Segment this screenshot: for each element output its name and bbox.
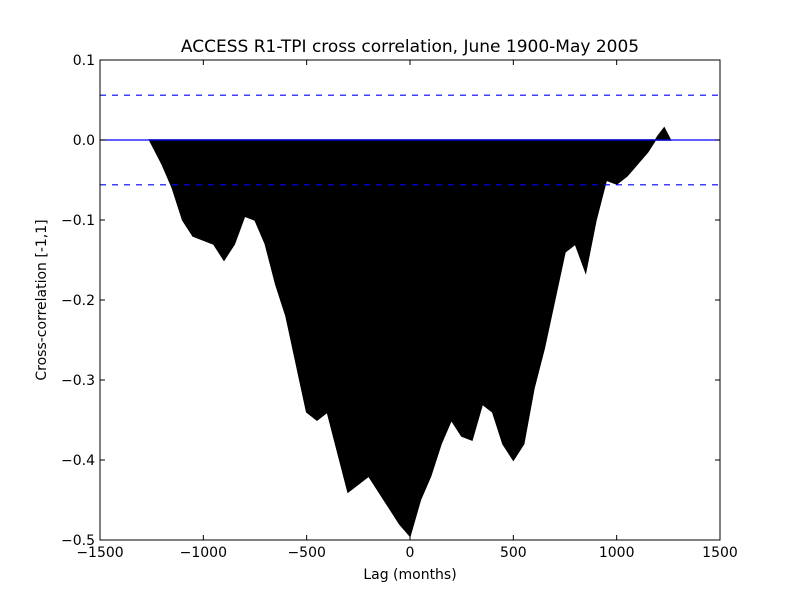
correlation-area [148,126,672,538]
x-tick-label: −1000 [180,545,227,561]
x-tick-label: −500 [287,545,325,561]
x-tick-label: 1500 [702,545,738,561]
x-tick-label: 0 [406,545,415,561]
y-tick-label: −0.5 [61,533,95,549]
y-tick-label: −0.3 [61,373,95,389]
y-axis-label: Cross-correlation [-1,1] [34,219,50,380]
y-tick-label: 0.0 [73,133,95,149]
x-tick-label: −1500 [76,545,123,561]
y-tick-label: 0.1 [73,53,95,69]
x-tick-label: 500 [500,545,527,561]
y-tick-label: −0.2 [61,293,95,309]
x-tick-label: 1000 [599,545,635,561]
chart-title: ACCESS R1-TPI cross correlation, June 19… [181,37,639,57]
x-axis-label: Lag (months) [363,567,456,583]
y-tick-label: −0.4 [61,453,95,469]
y-tick-label: −0.1 [61,213,95,229]
